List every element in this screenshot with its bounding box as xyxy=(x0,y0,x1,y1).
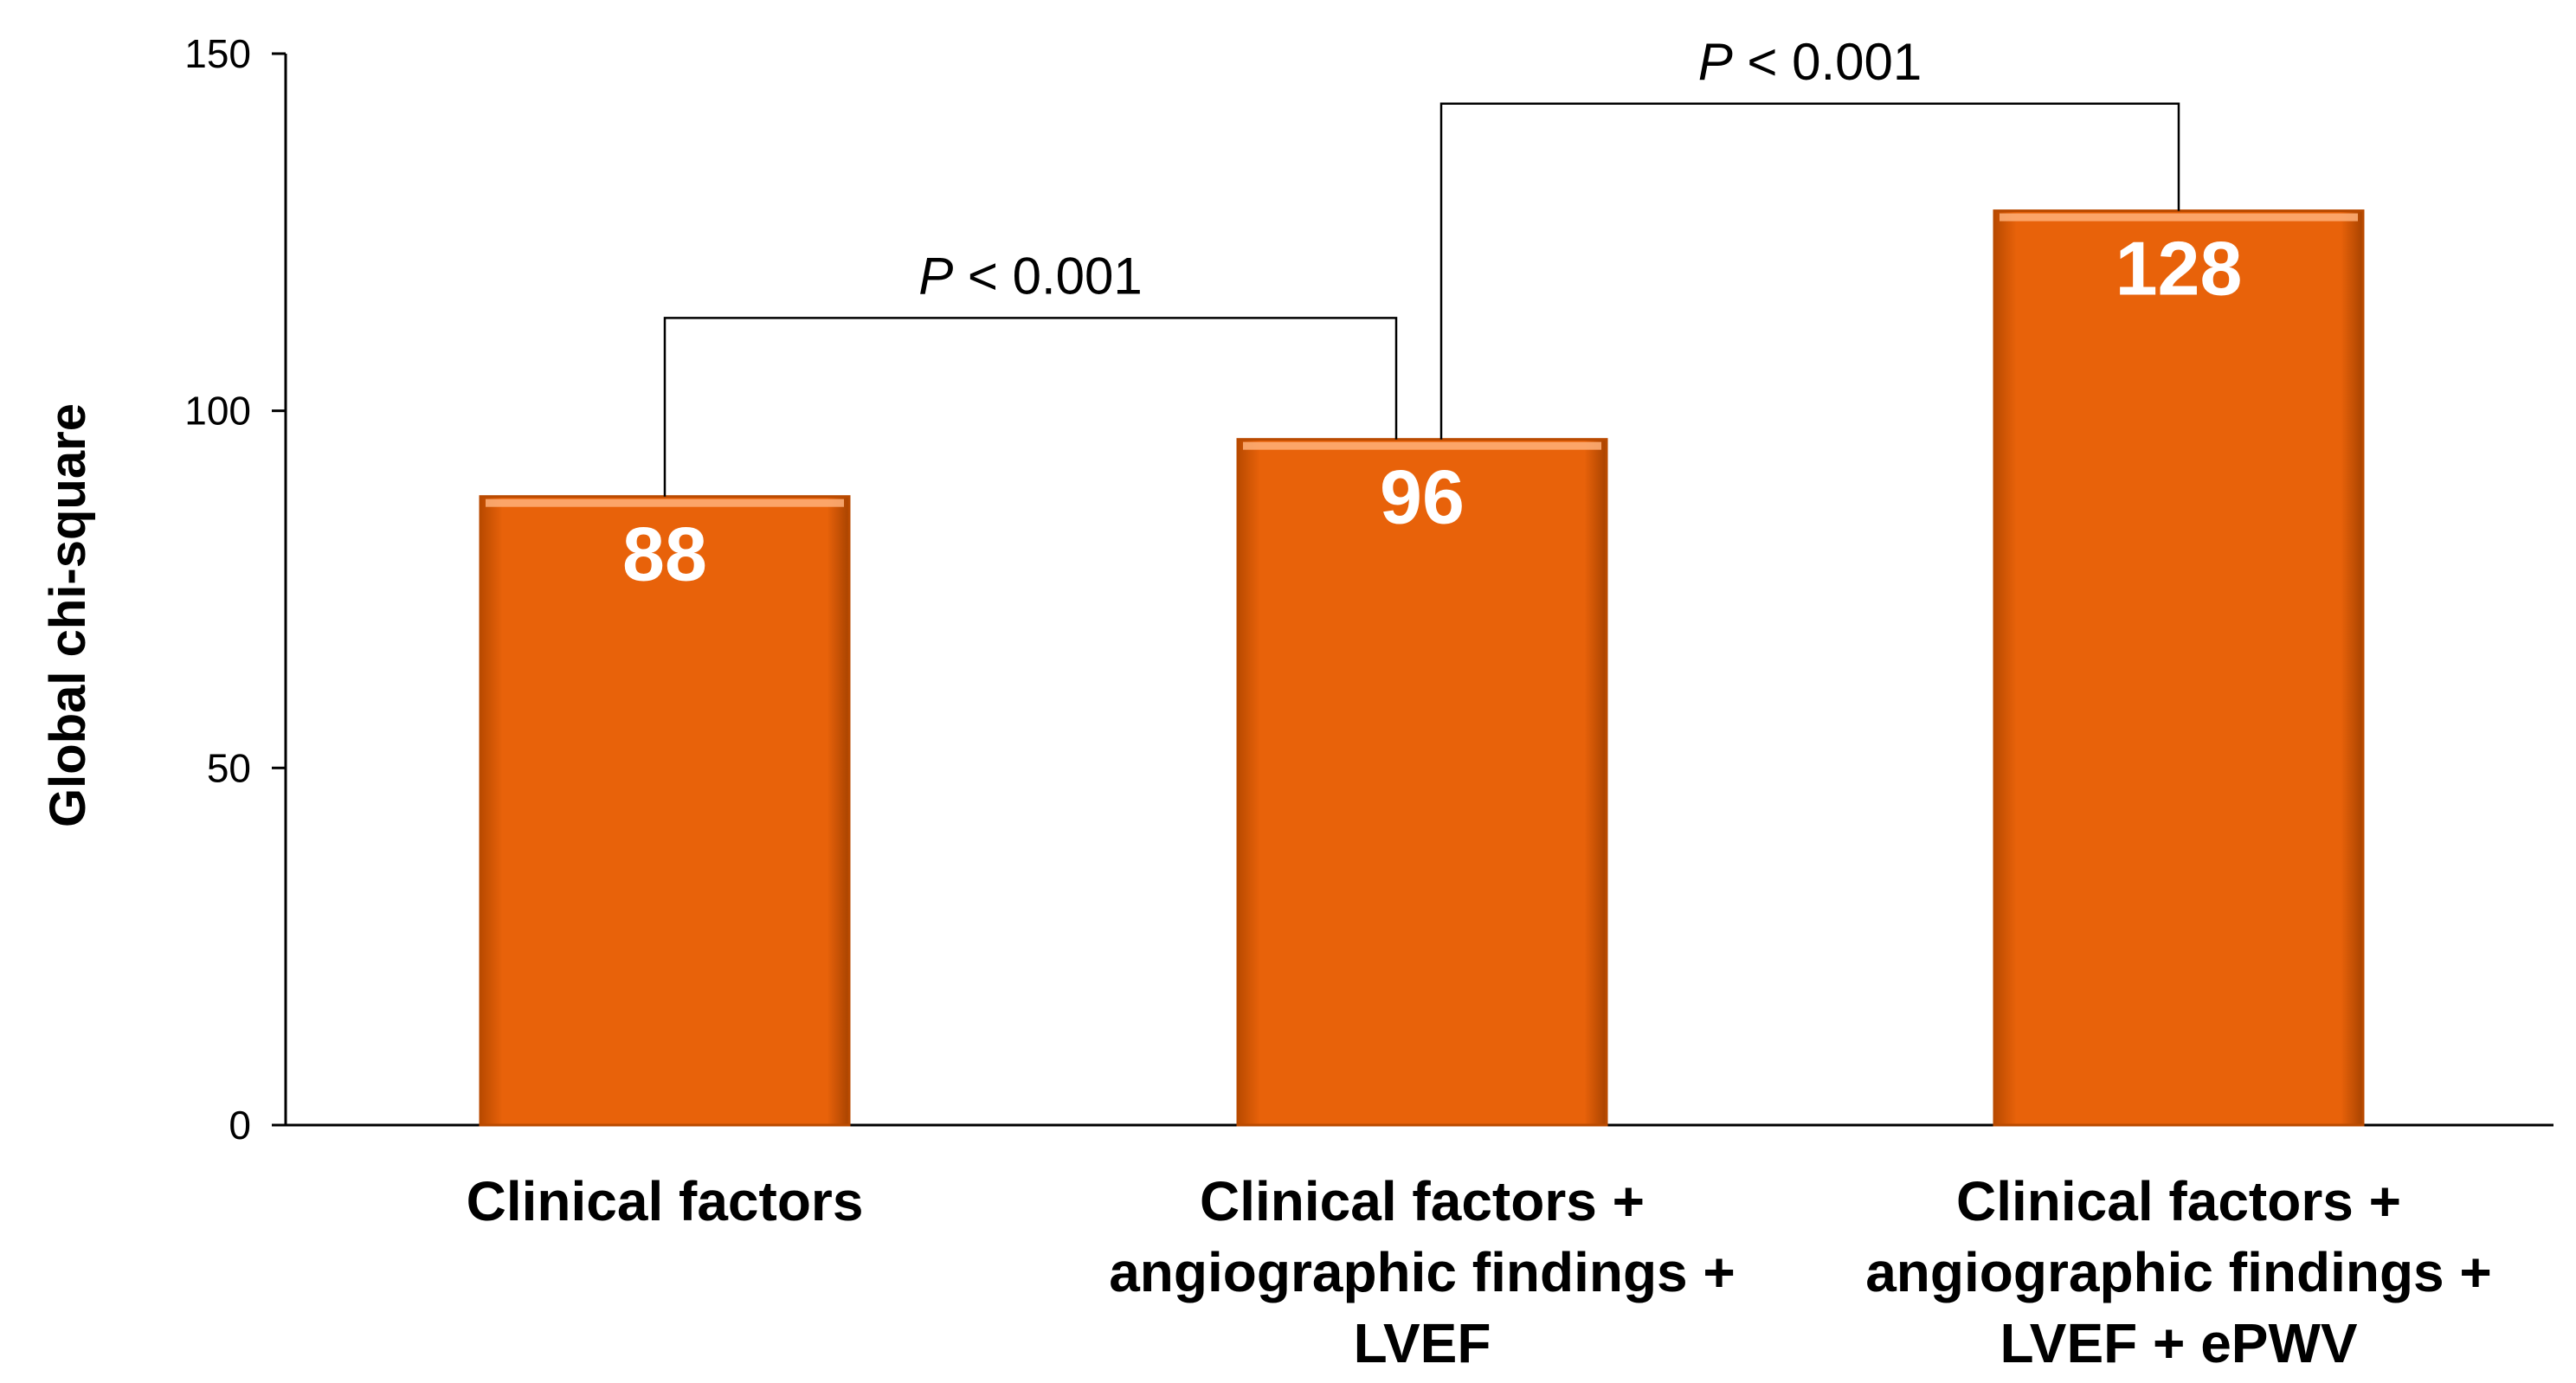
bar xyxy=(479,495,851,1127)
p-value-text: < 0.001 xyxy=(1733,33,1922,91)
category-label: LVEF xyxy=(1354,1312,1491,1374)
y-tick-label: 0 xyxy=(229,1103,251,1148)
category-label: Clinical factors + xyxy=(1956,1170,2401,1232)
bar-highlight xyxy=(486,499,844,507)
p-value-text: < 0.001 xyxy=(953,247,1143,305)
bar-highlight xyxy=(2000,213,2358,222)
p-symbol: P xyxy=(918,247,953,305)
significance-label: P < 0.001 xyxy=(1698,33,1922,91)
y-tick-label: 150 xyxy=(184,31,251,76)
y-axis-title: Global chi-square xyxy=(40,403,96,827)
y-tick-label: 50 xyxy=(207,745,251,790)
category-label: LVEF + ePWV xyxy=(2000,1312,2357,1374)
category-label: Clinical factors xyxy=(467,1170,864,1232)
category-label: angiographic findings + xyxy=(1865,1241,2492,1303)
data-label: 88 xyxy=(622,511,707,597)
data-label: 128 xyxy=(2116,226,2243,312)
bar xyxy=(1236,438,1608,1127)
significance-bracket xyxy=(1439,102,2180,440)
significance-bracket xyxy=(663,317,1398,497)
category-label: angiographic findings + xyxy=(1109,1241,1736,1303)
p-symbol: P xyxy=(1698,33,1733,91)
bar xyxy=(1993,209,2365,1127)
category-label: Clinical factors + xyxy=(1200,1170,1645,1232)
significance-label: P < 0.001 xyxy=(918,247,1143,305)
data-label: 96 xyxy=(1380,454,1465,540)
bar-highlight xyxy=(1243,441,1601,450)
y-tick-label: 100 xyxy=(184,389,251,434)
